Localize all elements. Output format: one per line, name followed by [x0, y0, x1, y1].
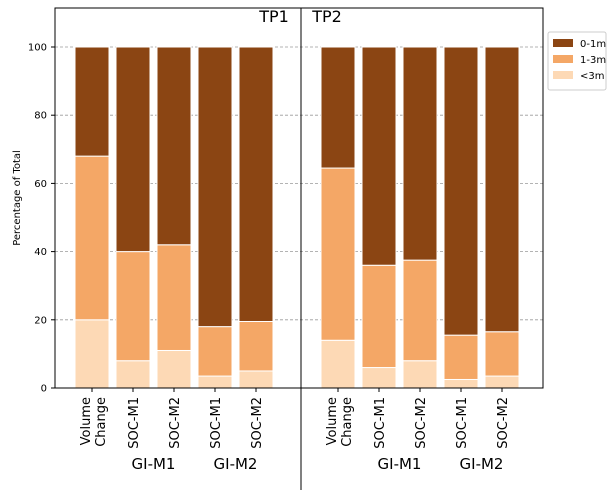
x-tick-label-line: Change [94, 397, 109, 447]
bar-tp2-3m-1 [361, 367, 397, 389]
bar-tp1-13m-0 [74, 155, 110, 321]
x-tick-label-line: Volume [325, 397, 340, 445]
y-tick-label: 80 [34, 111, 47, 122]
x-tick-label: SOC-M1 [209, 397, 224, 449]
bar-tp2-13m-0 [320, 167, 356, 341]
bar-tp2-3m-0 [320, 339, 356, 389]
y-tick-label: 100 [28, 43, 47, 54]
group-label: GI-M2 [214, 455, 258, 473]
legend-label: 1-3m [580, 55, 606, 66]
legend-label: <3m [580, 71, 604, 82]
bar-tp2-01m-3 [443, 46, 479, 336]
bar-tp2-01m-1 [361, 46, 397, 266]
bar-tp2-01m-4 [484, 46, 520, 333]
x-tick-label: SOC-M1 [373, 397, 388, 449]
x-tick-label-line: Volume [79, 397, 94, 445]
y-tick-label: 20 [34, 315, 47, 326]
panel-title-tp2: TP2 [311, 7, 342, 26]
y-tick-label: 40 [34, 247, 47, 258]
group-label: GI-M1 [378, 455, 422, 473]
bar-tp1-13m-3 [197, 326, 233, 377]
bar-tp2-13m-1 [361, 264, 397, 369]
bar-tp1-3m-4 [238, 370, 274, 389]
bar-tp1-3m-3 [197, 375, 233, 389]
bar-tp1-3m-0 [74, 319, 110, 389]
x-tick-label: VolumeChange [325, 397, 355, 447]
y-tick-label: 0 [41, 384, 47, 395]
bar-tp2-3m-2 [402, 360, 438, 389]
x-tick-label: SOC-M2 [414, 397, 429, 449]
x-tick-label: SOC-M2 [250, 397, 265, 449]
x-tick-label: SOC-M2 [168, 397, 183, 449]
panel-title-tp1: TP1 [258, 7, 289, 26]
legend-swatch [553, 55, 573, 63]
axes-frame [54, 7, 544, 389]
x-axis: VolumeChange SOC-M1 SOC-M2 SOC-M1 SOC-M2GI-M… [79, 388, 511, 473]
x-tick-label: SOC-M1 [455, 397, 470, 449]
legend-swatch [553, 39, 573, 47]
bar-tp2-3m-4 [484, 375, 520, 389]
x-tick-label: VolumeChange [79, 397, 109, 447]
bar-tp1-01m-4 [238, 46, 274, 323]
bar-tp1-01m-1 [115, 46, 151, 253]
bar-tp2-01m-2 [402, 46, 438, 261]
bar-tp2-13m-4 [484, 331, 520, 377]
legend: 0-1m 1-3m <3m [547, 31, 607, 91]
x-tick-label: SOC-M2 [496, 397, 511, 449]
group-label: GI-M2 [460, 455, 504, 473]
x-tick-label: SOC-M1 [127, 397, 142, 449]
bar-tp1-13m-1 [115, 251, 151, 362]
bar-tp1-13m-2 [156, 244, 192, 351]
bar-tp1-01m-3 [197, 46, 233, 328]
group-label: GI-M1 [132, 455, 176, 473]
y-axis-label: Percentage of Total [12, 150, 23, 246]
bars [74, 46, 520, 389]
legend-label: 0-1m [580, 39, 606, 50]
bar-tp1-3m-1 [115, 360, 151, 389]
bar-tp2-01m-0 [320, 46, 356, 169]
bar-tp1-13m-4 [238, 321, 274, 372]
y-axis: 0 20 40 60 80 100 [28, 43, 55, 395]
bar-tp1-01m-2 [156, 46, 192, 246]
bar-tp1-01m-0 [74, 46, 110, 157]
y-tick-label: 60 [34, 179, 47, 190]
bar-tp2-3m-3 [443, 378, 479, 389]
legend-swatch [553, 71, 573, 79]
bar-tp2-13m-3 [443, 334, 479, 380]
bar-tp2-13m-2 [402, 259, 438, 362]
x-tick-label-line: Change [340, 397, 355, 447]
bar-tp1-3m-2 [156, 349, 192, 389]
